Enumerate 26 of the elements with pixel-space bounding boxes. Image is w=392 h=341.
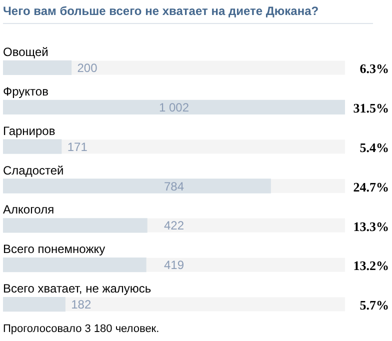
data-label: 182: [71, 298, 92, 312]
text: 5.4%: [360, 140, 389, 155]
data-label: 1 002: [158, 100, 190, 114]
data-label: 784: [164, 179, 184, 194]
chart-title: Чего вам больше всего не хватает на диете Дюкана?: [3, 3, 373, 24]
y-tick-label: Всего понемножку: [3, 242, 106, 256]
y-tick-label: Сладостей: [3, 163, 64, 178]
data-label: 422: [164, 218, 184, 233]
data-label: 419: [164, 258, 184, 272]
y-tick-label: Овощей: [3, 45, 48, 60]
y-tick-label: Алкоголя: [3, 202, 54, 217]
text: 6.3%: [360, 61, 389, 76]
text: 31.5%: [353, 100, 389, 116]
bar: [3, 60, 72, 76]
text: 13.3%: [353, 218, 389, 234]
text: 5.7%: [360, 298, 389, 313]
bar: [3, 139, 62, 154]
bar: [3, 296, 66, 312]
text: 13.2%: [353, 258, 389, 274]
y-tick-label: Фруктов: [3, 84, 48, 98]
text: Проголосовало 3 180 человек.: [3, 323, 160, 335]
data-label: 171: [67, 140, 88, 154]
y-tick-label: Всего хватает, не жалуюсь: [3, 282, 152, 296]
text: 24.7%: [353, 179, 389, 194]
data-label: 200: [77, 61, 98, 76]
y-tick-label: Гарниров: [3, 124, 56, 138]
